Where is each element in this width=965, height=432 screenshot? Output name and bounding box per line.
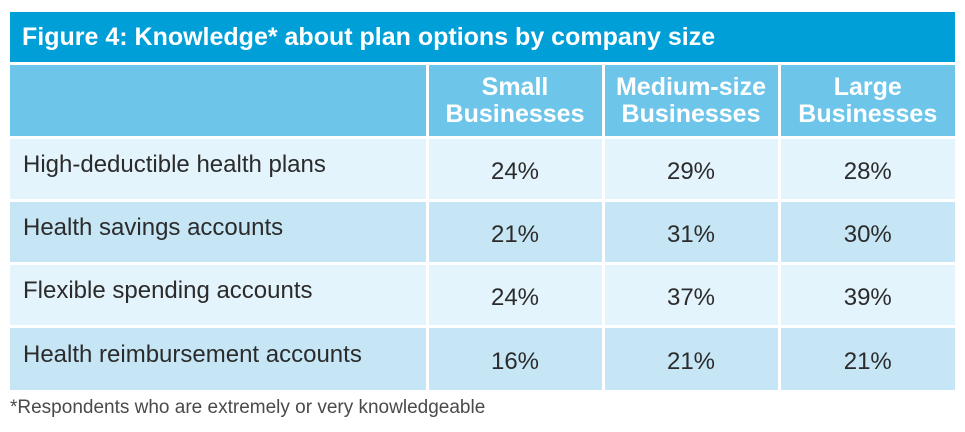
column-header-small: Small Businesses [425, 62, 603, 138]
table-cell: 24% [425, 262, 603, 327]
column-header-line: Medium-size [615, 72, 767, 101]
header-row: Small Businesses Medium-size Businesses … [10, 62, 955, 138]
table-cell: 16% [425, 325, 603, 390]
table-cell: 37% [601, 262, 779, 327]
header-corner-cell [10, 62, 427, 138]
table-cell: 21% [601, 325, 779, 390]
row-label: High-deductible health plans [10, 136, 427, 201]
table-cell: 39% [777, 262, 955, 327]
row-label: Flexible spending accounts [10, 262, 427, 327]
table-cell: 21% [425, 199, 603, 264]
table-cell: 31% [601, 199, 779, 264]
row-label: Health savings accounts [10, 199, 427, 264]
column-header-line: Small [481, 72, 549, 101]
table-cell: 28% [777, 136, 955, 201]
column-header-line: Businesses [621, 99, 761, 128]
table-row: High-deductible health plans 24% 29% 28% [10, 136, 955, 201]
table-cell: 30% [777, 199, 955, 264]
table-row: Health reimbursement accounts 16% 21% 21… [10, 325, 955, 390]
footnote: *Respondents who are extremely or very k… [10, 397, 486, 418]
column-header-line: Businesses [445, 99, 585, 128]
column-header-large: Large Businesses [777, 62, 955, 138]
knowledge-table: Small Businesses Medium-size Businesses … [10, 62, 955, 390]
figure-title: Figure 4: Knowledge* about plan options … [10, 12, 955, 62]
table-cell: 21% [777, 325, 955, 390]
column-header-line: Businesses [798, 99, 938, 128]
table-row: Flexible spending accounts 24% 37% 39% [10, 262, 955, 327]
row-label: Health reimbursement accounts [10, 325, 427, 390]
table-cell: 24% [425, 136, 603, 201]
figure-table: Figure 4: Knowledge* about plan options … [10, 12, 955, 390]
column-header-medium: Medium-size Businesses [601, 62, 779, 138]
column-header-line: Large [833, 72, 902, 101]
table-cell: 29% [601, 136, 779, 201]
table-row: Health savings accounts 21% 31% 30% [10, 199, 955, 264]
